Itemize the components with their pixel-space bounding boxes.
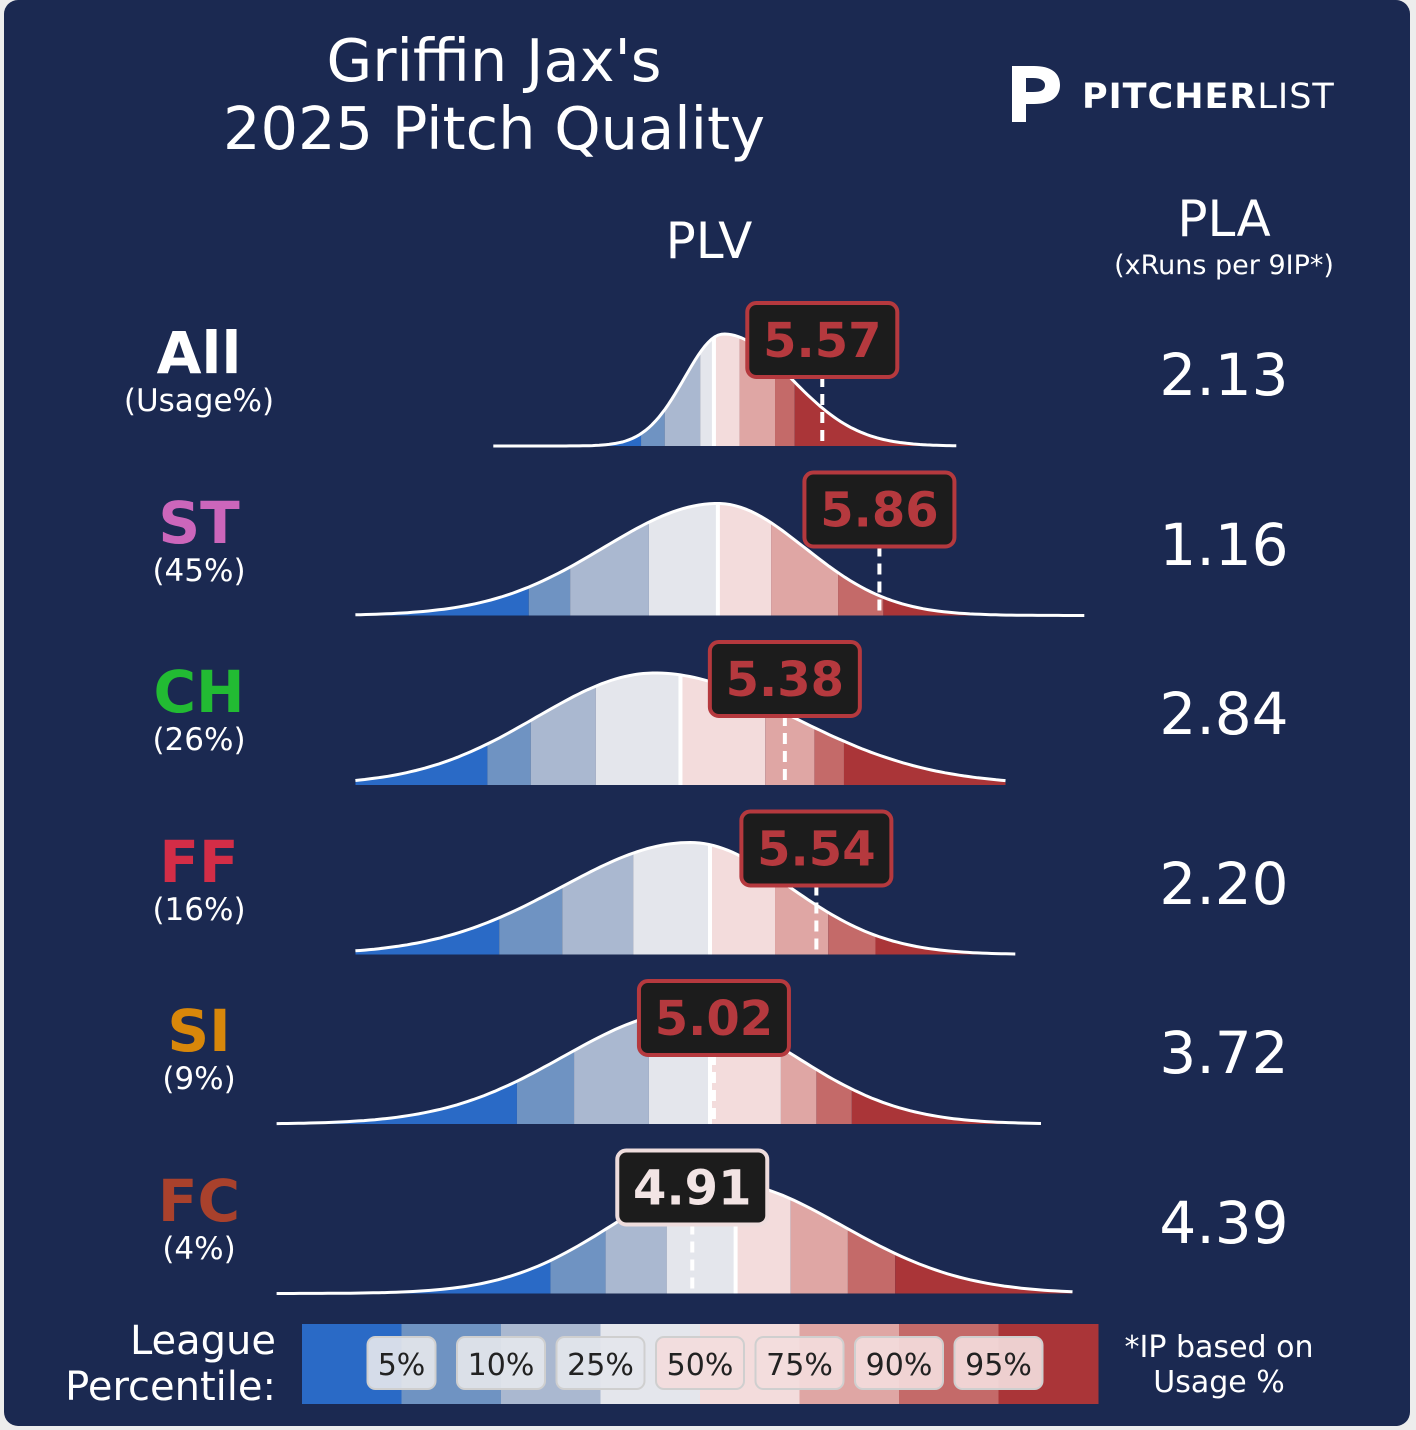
plv-value-all: 5.57 (763, 313, 881, 369)
legend-chip-4 (754, 1336, 845, 1390)
legend-chip-0 (366, 1336, 437, 1390)
row-usage-all: (Usage%) (123, 383, 275, 419)
row-label-ch: CH (153, 658, 245, 726)
distribution-bands-ch (355, 673, 1006, 785)
percentile-band-si-6 (816, 1012, 852, 1124)
pitcherlist-logo: PITCHERLIST (1004, 60, 1344, 130)
chart-title-line-1: Griffin Jax's (326, 26, 662, 95)
percentile-band-fc-7 (895, 1181, 1073, 1294)
row-label-st: ST (158, 488, 240, 557)
percentile-band-st-3 (648, 503, 718, 616)
plv-badge-fc (615, 1148, 770, 1227)
pla-subheader: (xRuns per 9IP*) (1114, 250, 1334, 281)
plv-header: PLV (665, 212, 753, 270)
percentile-band-all-1 (641, 334, 665, 446)
density-curve-st (355, 502, 1085, 617)
plv-badge-ch (707, 640, 862, 718)
percentile-band-ch-2 (530, 673, 596, 785)
chart-card: Griffin Jax's 2025 Pitch Quality PITCHER… (4, 0, 1410, 1426)
plv-badge-all (745, 301, 900, 379)
row-usage-si: (9%) (162, 1061, 236, 1097)
chart-title-line-2: 2025 Pitch Quality (222, 94, 766, 163)
legend-chip-3 (655, 1336, 745, 1390)
legend-label-6: 95% (965, 1348, 1032, 1383)
legend-label-2: 25% (567, 1348, 634, 1383)
percentile-band-all-2 (664, 334, 701, 446)
legend-label-0: 5% (378, 1348, 426, 1383)
plv-badge-st (802, 470, 957, 549)
percentile-band-st-2 (570, 503, 649, 616)
percentile-band-all-3 (700, 334, 714, 446)
percentile-band-ch-3 (595, 673, 681, 785)
legend-chip-2 (555, 1336, 646, 1390)
percentile-band-fc-1 (550, 1181, 606, 1294)
percentile-band-all-4 (713, 334, 740, 446)
percentile-band-st-1 (528, 503, 571, 616)
legend-chip-6 (953, 1336, 1044, 1390)
percentile-band-ff-1 (499, 842, 563, 955)
row-usage-fc: (4%) (162, 1230, 236, 1267)
row-usage-st: (45%) (152, 552, 246, 589)
pla-header: PLA (1177, 190, 1271, 248)
plv-value-si: 5.02 (655, 991, 773, 1047)
percentile-band-all-0 (493, 334, 642, 446)
percentile-band-ff-0 (355, 842, 500, 955)
percentile-band-ch-7 (843, 673, 1006, 785)
pla-value-ch: 2.84 (1159, 680, 1289, 748)
density-curve-ff (355, 840, 1016, 956)
legend-label-4: 75% (766, 1348, 833, 1383)
percentile-band-ff-3 (633, 842, 710, 955)
plv-badge-ff (739, 809, 894, 888)
legend-chip-1 (456, 1336, 546, 1390)
pitcherlist-p-logo-icon (1012, 66, 1060, 122)
row-label-all: All (156, 319, 242, 387)
pla-value-fc: 4.39 (1159, 1188, 1289, 1257)
percentile-band-si-1 (516, 1012, 575, 1124)
pla-value-all: 2.13 (1159, 341, 1289, 409)
legend-label-5: 90% (866, 1348, 933, 1383)
legend-label-3: 50% (667, 1348, 734, 1383)
row-label-fc: FC (157, 1166, 241, 1235)
plv-value-fc: 4.91 (633, 1161, 751, 1217)
distribution-bands-ff (355, 842, 1016, 955)
legend-label-1: 10% (468, 1348, 535, 1383)
footnote: *IP based on Usage % (1124, 1330, 1314, 1400)
row-label-ff: FF (159, 827, 239, 896)
percentile-band-si-0 (276, 1012, 517, 1124)
percentile-band-ch-0 (355, 673, 488, 785)
legend-chip-5 (854, 1336, 944, 1390)
plv-distribution-plot: 5.57 5.86 5.38 5.54 5.02 4.91 5% 10% 25% 50% 75% 90… (276, 301, 1099, 1404)
percentile-band-ff-2 (562, 842, 634, 955)
pla-value-si: 3.72 (1159, 1019, 1289, 1087)
percentile-band-ff-7 (875, 842, 1016, 955)
row-usage-ch: (26%) (152, 722, 246, 758)
pla-value-ff: 2.20 (1159, 849, 1289, 918)
density-curve-ch (355, 671, 1006, 783)
plv-badge-si (636, 979, 791, 1057)
percentile-band-st-4 (717, 503, 772, 616)
plv-value-ch: 5.38 (726, 652, 844, 708)
legend-title: League Percentile: (65, 1318, 276, 1410)
row-label-si: SI (167, 997, 231, 1065)
row-usage-ff: (16%) (152, 891, 246, 928)
distribution-bands-st (355, 503, 1085, 616)
plv-value-ff: 5.54 (757, 822, 875, 878)
pitcherlist-wordmark: PITCHERLIST (1082, 77, 1335, 117)
pla-value-st: 1.16 (1159, 510, 1289, 579)
plv-value-st: 5.86 (820, 483, 938, 539)
density-curve-all (493, 332, 957, 448)
percentile-band-si-7 (851, 1012, 1041, 1124)
percentile-band-fc-5 (790, 1181, 848, 1294)
